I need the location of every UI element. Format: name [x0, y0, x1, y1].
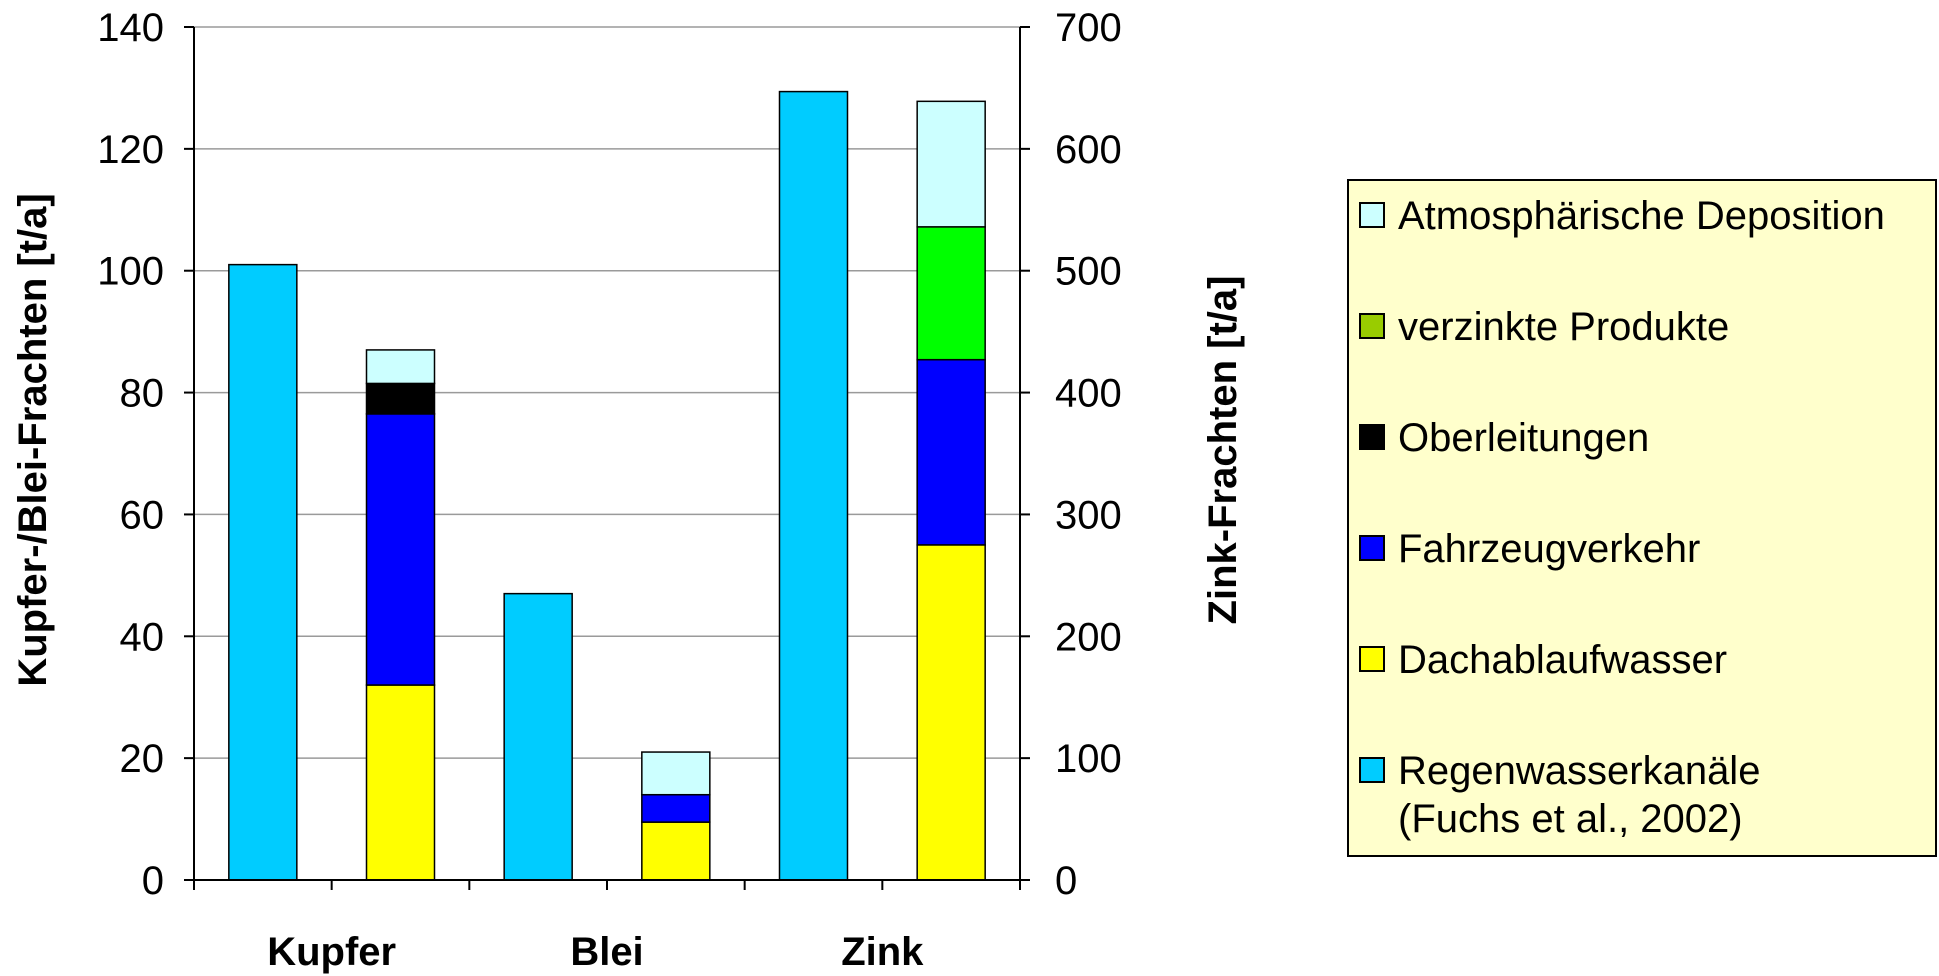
bar-segment: [503, 592, 573, 881]
category-label: Kupfer: [267, 930, 396, 974]
legend: Atmosphärische Deposition verzinkte Produ…: [1347, 179, 1937, 857]
right-tick-label: 0: [1055, 859, 1077, 903]
bar-segment: [365, 684, 436, 881]
legend-swatch: [1359, 313, 1385, 339]
right-axis-title: Zink-Frachten [t/a]: [1201, 276, 1245, 625]
left-tick-label: 120: [97, 128, 164, 172]
legend-box: [1347, 179, 1937, 857]
legend-label: Atmosphärische Deposition: [1398, 194, 1885, 238]
legend-label: Regenwasserkanäle: [1398, 749, 1760, 793]
bar-segment: [365, 349, 436, 385]
left-tick-label: 80: [120, 372, 165, 416]
bar-segment: [365, 382, 436, 415]
left-tick-label: 40: [120, 615, 165, 659]
legend-label: Fahrzeugverkehr: [1398, 527, 1700, 571]
bar-segment: [778, 90, 849, 881]
right-tick-label: 400: [1055, 372, 1122, 416]
legend-label: verzinkte Produkte: [1398, 305, 1729, 349]
left-tick-label: 140: [97, 6, 164, 50]
right-tick-label: 500: [1055, 250, 1122, 294]
legend-label-line2: (Fuchs et al., 2002): [1398, 797, 1743, 841]
right-tick-label: 300: [1055, 493, 1122, 537]
right-tick-label: 600: [1055, 128, 1122, 172]
category-label: Zink: [841, 930, 924, 974]
legend-swatch: [1359, 535, 1385, 561]
legend-swatch: [1359, 646, 1385, 672]
category-labels: Kupfer Blei Zink: [267, 930, 924, 974]
bar-segment: [228, 263, 298, 881]
bar-segment: [641, 821, 711, 881]
left-tick-label: 100: [97, 250, 164, 294]
legend-swatch: [1359, 202, 1385, 228]
category-label: Blei: [570, 930, 643, 974]
right-tick-labels: 0 100 200 300 400 500 600 700: [1055, 6, 1122, 903]
left-tick-label: 20: [120, 737, 165, 781]
left-tick-labels: 0 20 40 60 80 100 120 140: [97, 6, 164, 903]
legend-label: Dachablaufwasser: [1398, 638, 1727, 682]
legend-swatch: [1359, 424, 1385, 450]
legend-label: Oberleitungen: [1398, 416, 1649, 460]
right-tick-label: 700: [1055, 6, 1122, 50]
gridlines: [194, 26, 1020, 759]
bar-segment: [916, 226, 986, 361]
bars: [228, 90, 986, 881]
bar-segment: [916, 100, 986, 228]
bar-segment: [365, 413, 436, 686]
bar-segment: [916, 544, 986, 881]
bar-segment: [641, 751, 711, 796]
right-tick-label: 200: [1055, 615, 1122, 659]
axes: [184, 26, 1030, 890]
left-axis-title: Kupfer-/Blei-Frachten [t/a]: [11, 193, 55, 686]
left-tick-label: 0: [142, 859, 164, 903]
bar-segment: [641, 793, 711, 823]
legend-swatch: [1359, 757, 1385, 783]
left-tick-label: 60: [120, 493, 165, 537]
right-tick-label: 100: [1055, 737, 1122, 781]
bar-segment: [916, 358, 986, 546]
